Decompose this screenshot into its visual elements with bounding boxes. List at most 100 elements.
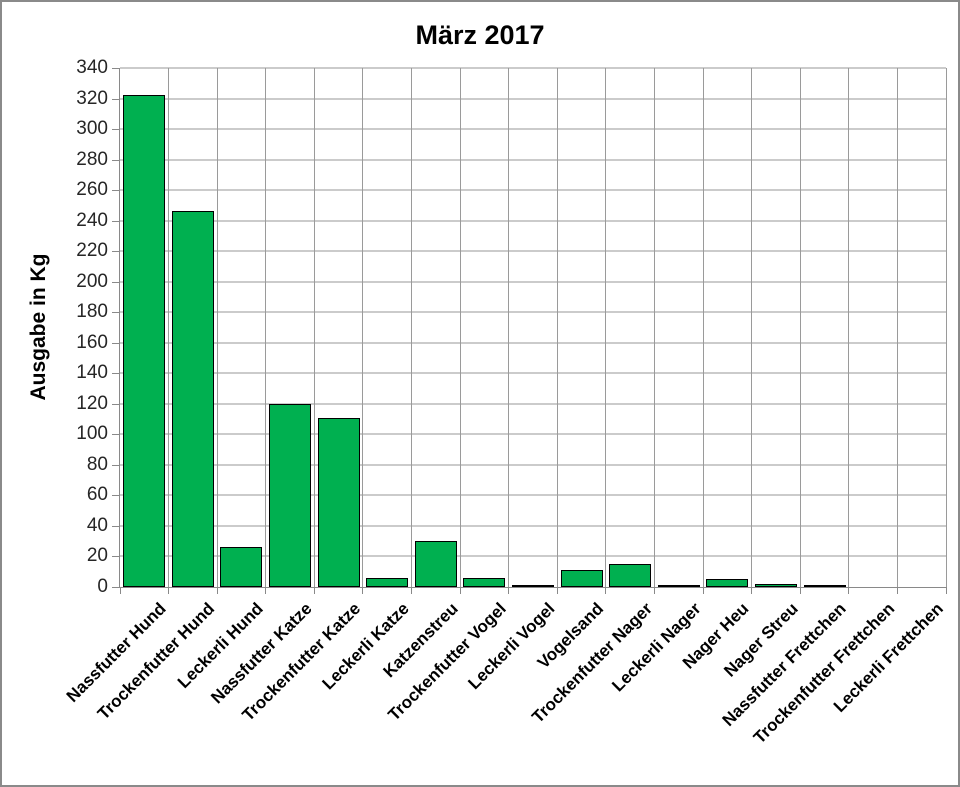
y-tick-label: 320	[76, 87, 108, 109]
y-axis-line	[119, 68, 120, 587]
x-tick	[168, 587, 170, 594]
bar-katzenstreu	[414, 541, 457, 587]
x-tick	[216, 587, 218, 594]
x-tick	[508, 587, 510, 594]
x-tick	[653, 587, 655, 594]
y-tick	[112, 403, 119, 405]
x-gridline	[216, 68, 218, 587]
x-tick	[751, 587, 753, 594]
bar-nassfutter-hund	[123, 95, 166, 587]
y-tick	[112, 342, 119, 344]
y-tick-label: 0	[97, 576, 108, 597]
y-tick	[112, 464, 119, 466]
y-tick-label: 220	[76, 240, 108, 262]
y-gridline	[120, 128, 946, 131]
x-gridline	[556, 68, 558, 587]
y-gridline	[120, 189, 946, 192]
y-tick-label: 280	[76, 148, 108, 170]
y-gridline	[120, 280, 946, 283]
bar-vogelsand	[560, 570, 603, 587]
y-gridline	[120, 67, 946, 69]
bar-nager-streu	[754, 583, 797, 587]
x-tick	[799, 587, 801, 594]
x-gridline	[751, 68, 753, 587]
bar-leckerli-nager	[657, 585, 700, 587]
y-tick	[112, 373, 119, 375]
y-tick-label: 180	[76, 301, 108, 323]
y-tick-label: 120	[76, 392, 108, 414]
y-tick-label: 240	[76, 209, 108, 231]
y-tick-label: 340	[76, 57, 108, 78]
y-tick	[112, 220, 119, 222]
y-tick	[112, 251, 119, 253]
chart-title: März 2017	[415, 20, 545, 50]
x-gridline	[168, 68, 170, 587]
y-gridline	[120, 341, 946, 344]
bar-leckerli-vogel	[512, 585, 554, 587]
y-gridline	[120, 97, 946, 100]
x-axis-line	[119, 587, 946, 588]
y-tick	[112, 190, 119, 192]
bar-nager-heu	[706, 579, 749, 587]
bar-leckerli-hund	[220, 547, 263, 587]
x-gridline	[799, 68, 801, 587]
bar-trockenfutter-katze	[317, 417, 360, 587]
x-tick	[119, 587, 121, 594]
y-gridline	[120, 311, 946, 314]
x-gridline	[605, 68, 607, 587]
y-gridline	[120, 494, 946, 497]
bar-trockenfutter-hund	[171, 211, 214, 587]
bar-nassfutter-katze	[269, 403, 312, 587]
x-tick	[313, 587, 315, 594]
y-tick-label: 260	[76, 179, 108, 201]
x-tick	[362, 587, 364, 594]
x-gridline	[945, 68, 947, 587]
y-tick	[112, 495, 119, 497]
x-tick	[411, 587, 413, 594]
y-tick	[112, 434, 119, 436]
x-gridline	[702, 68, 704, 587]
x-gridline	[508, 68, 510, 587]
x-tick	[896, 587, 898, 594]
y-tick-label: 160	[76, 331, 108, 353]
x-gridline	[265, 68, 267, 587]
y-tick-label: 100	[76, 423, 108, 445]
x-gridline	[896, 68, 898, 587]
x-gridline	[848, 68, 850, 587]
y-gridline	[120, 524, 946, 527]
x-tick	[459, 587, 461, 594]
y-tick	[112, 159, 119, 161]
y-gridline	[120, 433, 946, 436]
y-gridline	[120, 250, 946, 253]
y-gridline	[120, 372, 946, 375]
y-gridline	[120, 219, 946, 222]
y-tick	[112, 556, 119, 558]
x-tick	[265, 587, 267, 594]
x-gridline	[653, 68, 655, 587]
y-tick	[112, 525, 119, 527]
y-tick-label: 300	[76, 118, 108, 140]
y-gridline	[120, 158, 946, 161]
y-tick	[112, 68, 119, 69]
y-tick-label: 60	[86, 484, 108, 506]
x-tick	[848, 587, 850, 594]
y-tick-label: 80	[86, 453, 108, 475]
y-tick	[112, 98, 119, 100]
y-tick-label: 20	[86, 545, 108, 567]
bar-leckerli-katze	[366, 577, 409, 587]
y-tick	[112, 587, 119, 588]
y-gridline	[120, 402, 946, 405]
x-gridline	[313, 68, 315, 587]
y-gridline	[120, 555, 946, 558]
x-gridline	[362, 68, 364, 587]
y-tick	[112, 129, 119, 131]
x-tick	[605, 587, 607, 594]
y-tick	[112, 312, 119, 314]
bar-trockenfutter-vogel	[463, 577, 506, 587]
y-tick-label: 140	[76, 362, 108, 384]
x-tick	[556, 587, 558, 594]
y-tick-label: 200	[76, 270, 108, 292]
bar-nassfutter-frettchen	[803, 585, 846, 587]
x-gridline	[411, 68, 413, 587]
